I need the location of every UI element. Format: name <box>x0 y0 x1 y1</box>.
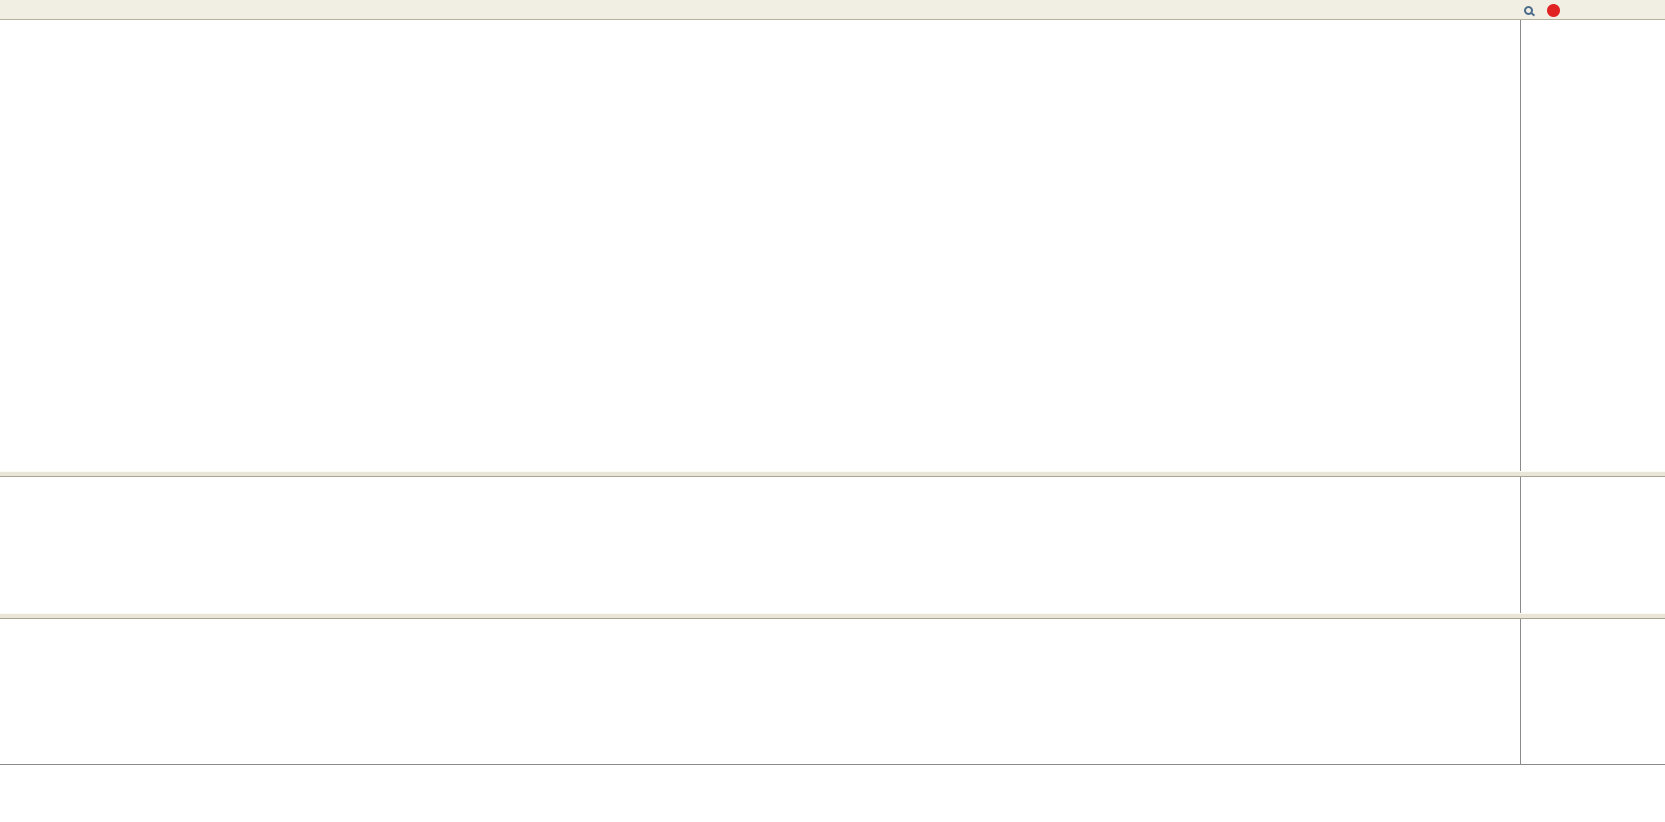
price-axis-separator <box>1520 20 1521 764</box>
rsi-axis[interactable] <box>1521 619 1665 764</box>
main-toolbar <box>0 0 1665 20</box>
search-icon[interactable] <box>1524 5 1533 15</box>
price-axis[interactable] <box>1521 20 1665 471</box>
panel-splitter-rsi[interactable] <box>0 613 1665 619</box>
rsi-canvas[interactable] <box>0 619 1520 764</box>
chart-window <box>0 20 1665 822</box>
panel-splitter-macd[interactable] <box>0 471 1665 477</box>
toolbar-right-group <box>1518 0 1560 20</box>
macd-axis[interactable] <box>1521 477 1665 613</box>
price-chart-canvas[interactable] <box>0 20 1520 471</box>
notification-badge[interactable] <box>1547 3 1560 17</box>
time-axis[interactable] <box>0 764 1665 782</box>
macd-canvas[interactable] <box>0 477 1520 613</box>
